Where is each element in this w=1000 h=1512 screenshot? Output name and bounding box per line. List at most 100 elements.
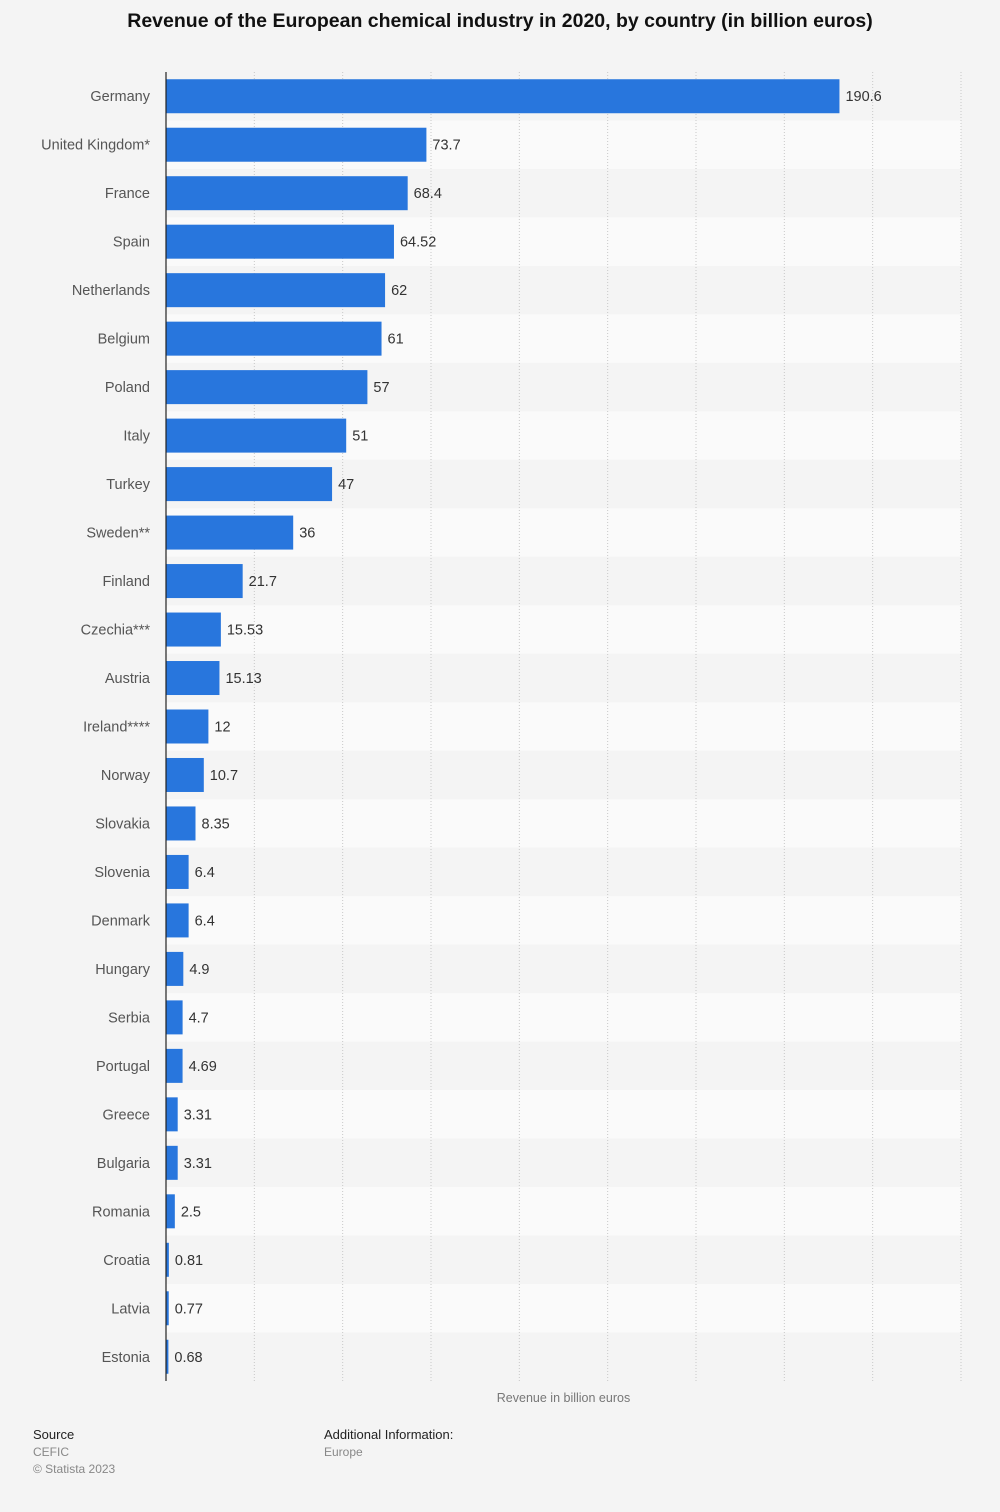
value-label: 21.7 bbox=[249, 574, 277, 590]
row-band bbox=[166, 799, 961, 848]
category-label: Croatia bbox=[103, 1253, 151, 1269]
category-label: Spain bbox=[113, 235, 150, 251]
value-label: 10.7 bbox=[210, 768, 238, 784]
bar bbox=[166, 612, 221, 647]
x-axis-title: Revenue in billion euros bbox=[497, 1391, 630, 1405]
row-bands bbox=[166, 72, 961, 1381]
value-label: 57 bbox=[373, 380, 389, 396]
bar bbox=[166, 1339, 169, 1374]
category-label: Romania bbox=[92, 1204, 151, 1220]
category-label: Italy bbox=[123, 429, 150, 445]
row-band bbox=[166, 896, 961, 945]
bar bbox=[166, 661, 220, 696]
value-label: 4.9 bbox=[189, 962, 209, 978]
bar bbox=[166, 224, 394, 259]
category-labels: Germany United Kingdom* France Spain Netherl… bbox=[41, 89, 151, 1366]
value-label: 3.31 bbox=[184, 1107, 212, 1123]
bar bbox=[166, 1242, 169, 1277]
category-label: Sweden** bbox=[86, 526, 150, 542]
category-label: Czechia*** bbox=[81, 623, 151, 639]
additional-info-heading: Additional Information: bbox=[324, 1427, 454, 1442]
bars bbox=[166, 79, 840, 1374]
row-band bbox=[166, 1284, 961, 1333]
bar bbox=[166, 1000, 183, 1035]
bar bbox=[166, 1048, 183, 1083]
bar bbox=[166, 1194, 175, 1229]
value-label: 15.13 bbox=[225, 671, 261, 687]
value-label: 12 bbox=[214, 720, 230, 736]
copyright-text: © Statista 2023 bbox=[33, 1462, 116, 1476]
additional-info-text: Europe bbox=[324, 1445, 363, 1459]
value-label: 36 bbox=[299, 526, 315, 542]
bar bbox=[166, 515, 294, 550]
category-label: Greece bbox=[102, 1107, 150, 1123]
category-label: Austria bbox=[105, 671, 151, 687]
category-label: Netherlands bbox=[72, 283, 150, 299]
category-label: Norway bbox=[101, 768, 151, 784]
row-band bbox=[166, 605, 961, 654]
source-heading: Source bbox=[33, 1427, 75, 1442]
value-label: 2.5 bbox=[181, 1204, 201, 1220]
additional-info-section: Additional Information: Europe bbox=[324, 1427, 453, 1462]
bar bbox=[166, 903, 189, 938]
row-band bbox=[166, 1090, 961, 1139]
bar bbox=[166, 806, 196, 841]
value-label: 3.31 bbox=[184, 1156, 212, 1172]
row-band bbox=[166, 1332, 961, 1381]
bar bbox=[166, 1291, 169, 1326]
category-label: United Kingdom* bbox=[41, 138, 150, 154]
bar bbox=[166, 79, 840, 114]
row-band bbox=[166, 993, 961, 1042]
category-label: Belgium bbox=[98, 332, 150, 348]
source-name: CEFIC bbox=[33, 1445, 69, 1459]
row-band bbox=[166, 1041, 961, 1091]
bar bbox=[166, 273, 386, 308]
value-label: 15.53 bbox=[227, 623, 263, 639]
bar bbox=[166, 564, 243, 599]
bar bbox=[166, 467, 333, 502]
value-label: 6.4 bbox=[195, 865, 215, 881]
category-label: Germany bbox=[90, 89, 150, 105]
category-label: Turkey bbox=[106, 477, 151, 493]
row-band bbox=[166, 556, 961, 606]
value-label: 62 bbox=[391, 283, 407, 299]
row-band bbox=[166, 508, 961, 557]
row-band bbox=[166, 1138, 961, 1188]
bar bbox=[166, 370, 368, 405]
category-label: Estonia bbox=[102, 1350, 151, 1366]
value-label: 73.7 bbox=[432, 138, 460, 154]
value-label: 0.81 bbox=[175, 1253, 203, 1269]
category-label: Serbia bbox=[108, 1010, 151, 1026]
category-label: Latvia bbox=[111, 1301, 151, 1317]
chart-title: Revenue of the European chemical industr… bbox=[127, 10, 873, 32]
value-labels: 190.6 73.7 68.4 64.52 62 61 57 51 47 36 21.7 15.53 1… bbox=[174, 89, 881, 1366]
bar-chart: Germany United Kingdom* France Spain Netherl… bbox=[41, 72, 962, 1405]
bar bbox=[166, 418, 347, 453]
row-band bbox=[166, 653, 961, 703]
bar bbox=[166, 854, 189, 889]
value-label: 61 bbox=[388, 332, 404, 348]
category-label: Slovakia bbox=[95, 816, 151, 832]
bar bbox=[166, 1145, 178, 1180]
value-label: 190.6 bbox=[845, 89, 881, 105]
category-label: Denmark bbox=[91, 913, 151, 929]
bar bbox=[166, 757, 204, 792]
bar bbox=[166, 176, 408, 211]
value-label: 6.4 bbox=[195, 913, 215, 929]
row-band bbox=[166, 847, 961, 897]
value-label: 0.68 bbox=[174, 1350, 202, 1366]
value-label: 4.69 bbox=[189, 1059, 217, 1075]
category-label: Portugal bbox=[96, 1059, 150, 1075]
row-band bbox=[166, 1235, 961, 1285]
value-label: 47 bbox=[338, 477, 354, 493]
row-band bbox=[166, 944, 961, 994]
category-label: Finland bbox=[102, 574, 150, 590]
bar bbox=[166, 709, 209, 744]
value-label: 8.35 bbox=[202, 816, 230, 832]
row-band bbox=[166, 750, 961, 800]
value-label: 51 bbox=[352, 429, 368, 445]
bar bbox=[166, 127, 427, 162]
category-label: Hungary bbox=[95, 962, 151, 978]
category-label: Slovenia bbox=[94, 865, 151, 881]
